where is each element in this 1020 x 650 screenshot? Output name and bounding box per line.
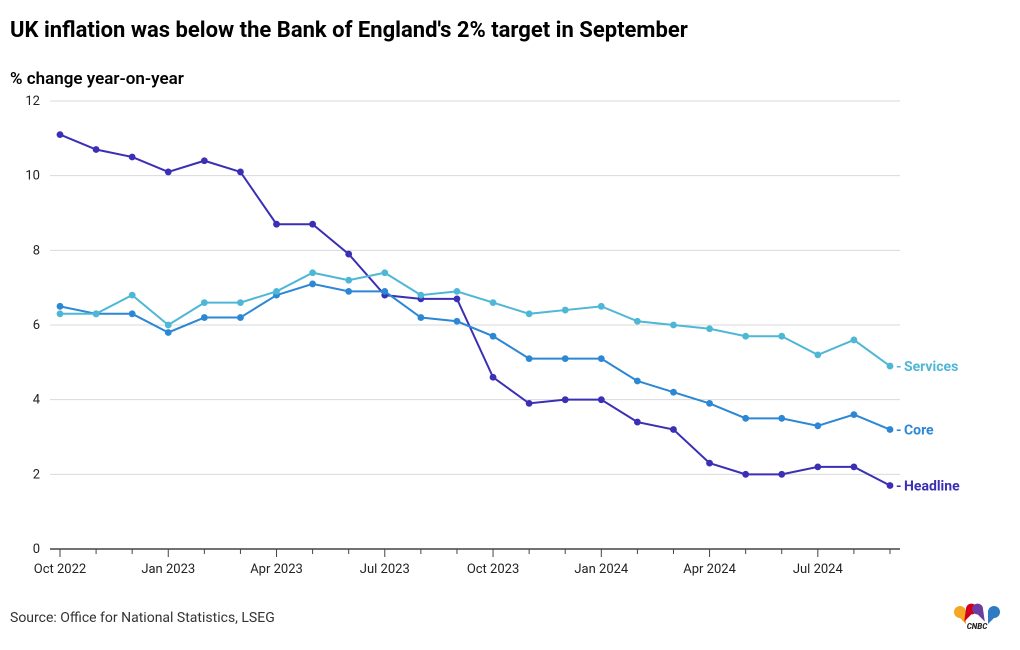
series-point-headline [526, 400, 533, 407]
series-point-services [57, 310, 64, 317]
series-label-dash-headline: - [896, 479, 902, 495]
series-point-headline [490, 374, 497, 381]
series-label-services: Services [904, 359, 958, 375]
series-point-core [201, 314, 208, 321]
y-tick-label: 6 [33, 318, 40, 333]
series-point-core [417, 314, 424, 321]
series-point-services [273, 288, 280, 295]
series-point-services [93, 310, 100, 317]
series-point-services [345, 277, 352, 284]
series-point-services [165, 322, 172, 329]
series-point-headline [778, 471, 785, 478]
series-point-headline [706, 460, 713, 467]
series-point-headline [273, 221, 280, 228]
x-tick-label: Jul 2023 [360, 562, 410, 577]
series-label-headline: Headline [904, 479, 960, 495]
series-point-headline [345, 251, 352, 258]
series-point-services [814, 351, 821, 358]
series-point-headline [93, 146, 100, 153]
series-point-services [417, 292, 424, 299]
series-line-core [60, 284, 890, 430]
x-tick-label: Oct 2023 [467, 562, 519, 577]
series-point-services [454, 288, 461, 295]
series-point-core [887, 426, 894, 433]
series-point-services [887, 363, 894, 370]
y-tick-label: 12 [25, 95, 40, 109]
series-line-services [60, 273, 890, 366]
series-point-headline [165, 169, 172, 176]
series-point-services [237, 299, 244, 306]
series-point-core [598, 355, 605, 362]
series-point-services [309, 269, 316, 276]
series-point-services [129, 292, 136, 299]
series-point-core [309, 281, 316, 288]
series-point-core [129, 310, 136, 317]
series-point-core [778, 415, 785, 422]
series-point-headline [670, 426, 677, 433]
x-tick-label: Jul 2024 [793, 562, 844, 577]
y-tick-label: 4 [33, 393, 41, 408]
cnbc-logo: CNBC [950, 600, 1004, 634]
series-point-core [634, 378, 641, 385]
series-label-dash-services: - [896, 359, 902, 375]
series-point-core [165, 329, 172, 336]
series-point-services [598, 303, 605, 310]
chart-title: UK inflation was below the Bank of Engla… [10, 18, 1010, 43]
series-point-headline [237, 169, 244, 176]
series-label-core: Core [904, 423, 934, 439]
x-tick-label: Oct 2022 [34, 562, 86, 577]
series-point-core [237, 314, 244, 321]
series-point-core [490, 333, 497, 340]
series-point-headline [309, 221, 316, 228]
series-point-services [742, 333, 749, 340]
series-point-headline [742, 471, 749, 478]
y-tick-label: 8 [33, 243, 40, 258]
line-chart: 0 2 4 6 8 10 12 Oct 2022 Jan 2023 Apr 2023 Jul 202… [10, 95, 1010, 595]
series-point-core [851, 411, 858, 418]
series-label-dash-core: - [896, 423, 902, 439]
x-tick-label: Apr 2024 [683, 562, 736, 577]
series-point-headline [201, 157, 208, 164]
series-point-core [526, 355, 533, 362]
series-point-services [562, 307, 569, 314]
series-point-services [201, 299, 208, 306]
series-point-headline [634, 419, 641, 426]
series-point-services [778, 333, 785, 340]
series-point-services [851, 337, 858, 344]
series-point-headline [814, 463, 821, 470]
series-point-headline [454, 295, 461, 302]
y-tick-label: 10 [25, 169, 40, 184]
series-point-headline [562, 396, 569, 403]
series-point-core [345, 288, 352, 295]
series-line-headline [60, 135, 890, 486]
series-point-headline [851, 463, 858, 470]
series-point-services [670, 322, 677, 329]
series-point-services [526, 310, 533, 317]
series-point-services [634, 318, 641, 325]
chart-subtitle: % change year-on-year [10, 69, 1010, 89]
series-point-headline [598, 396, 605, 403]
series-point-core [381, 288, 388, 295]
series-point-headline [57, 131, 64, 138]
series-point-headline [887, 482, 894, 489]
series-point-core [562, 355, 569, 362]
series-point-headline [129, 154, 136, 161]
x-tick-label: Jan 2023 [141, 562, 195, 577]
series-point-core [670, 389, 677, 396]
series-point-services [706, 325, 713, 332]
series-point-core [742, 415, 749, 422]
y-tick-label: 0 [33, 542, 40, 557]
series-point-services [490, 299, 497, 306]
chart-source: Source: Office for National Statistics, … [10, 610, 275, 626]
x-tick-label: Apr 2023 [250, 562, 303, 577]
series-point-core [706, 400, 713, 407]
series-point-services [381, 269, 388, 276]
x-tick-label: Jan 2024 [574, 562, 629, 577]
series-point-core [814, 422, 821, 429]
y-tick-label: 2 [33, 467, 40, 482]
logo-text: CNBC [967, 622, 989, 630]
series-point-core [454, 318, 461, 325]
series-point-core [57, 303, 64, 310]
